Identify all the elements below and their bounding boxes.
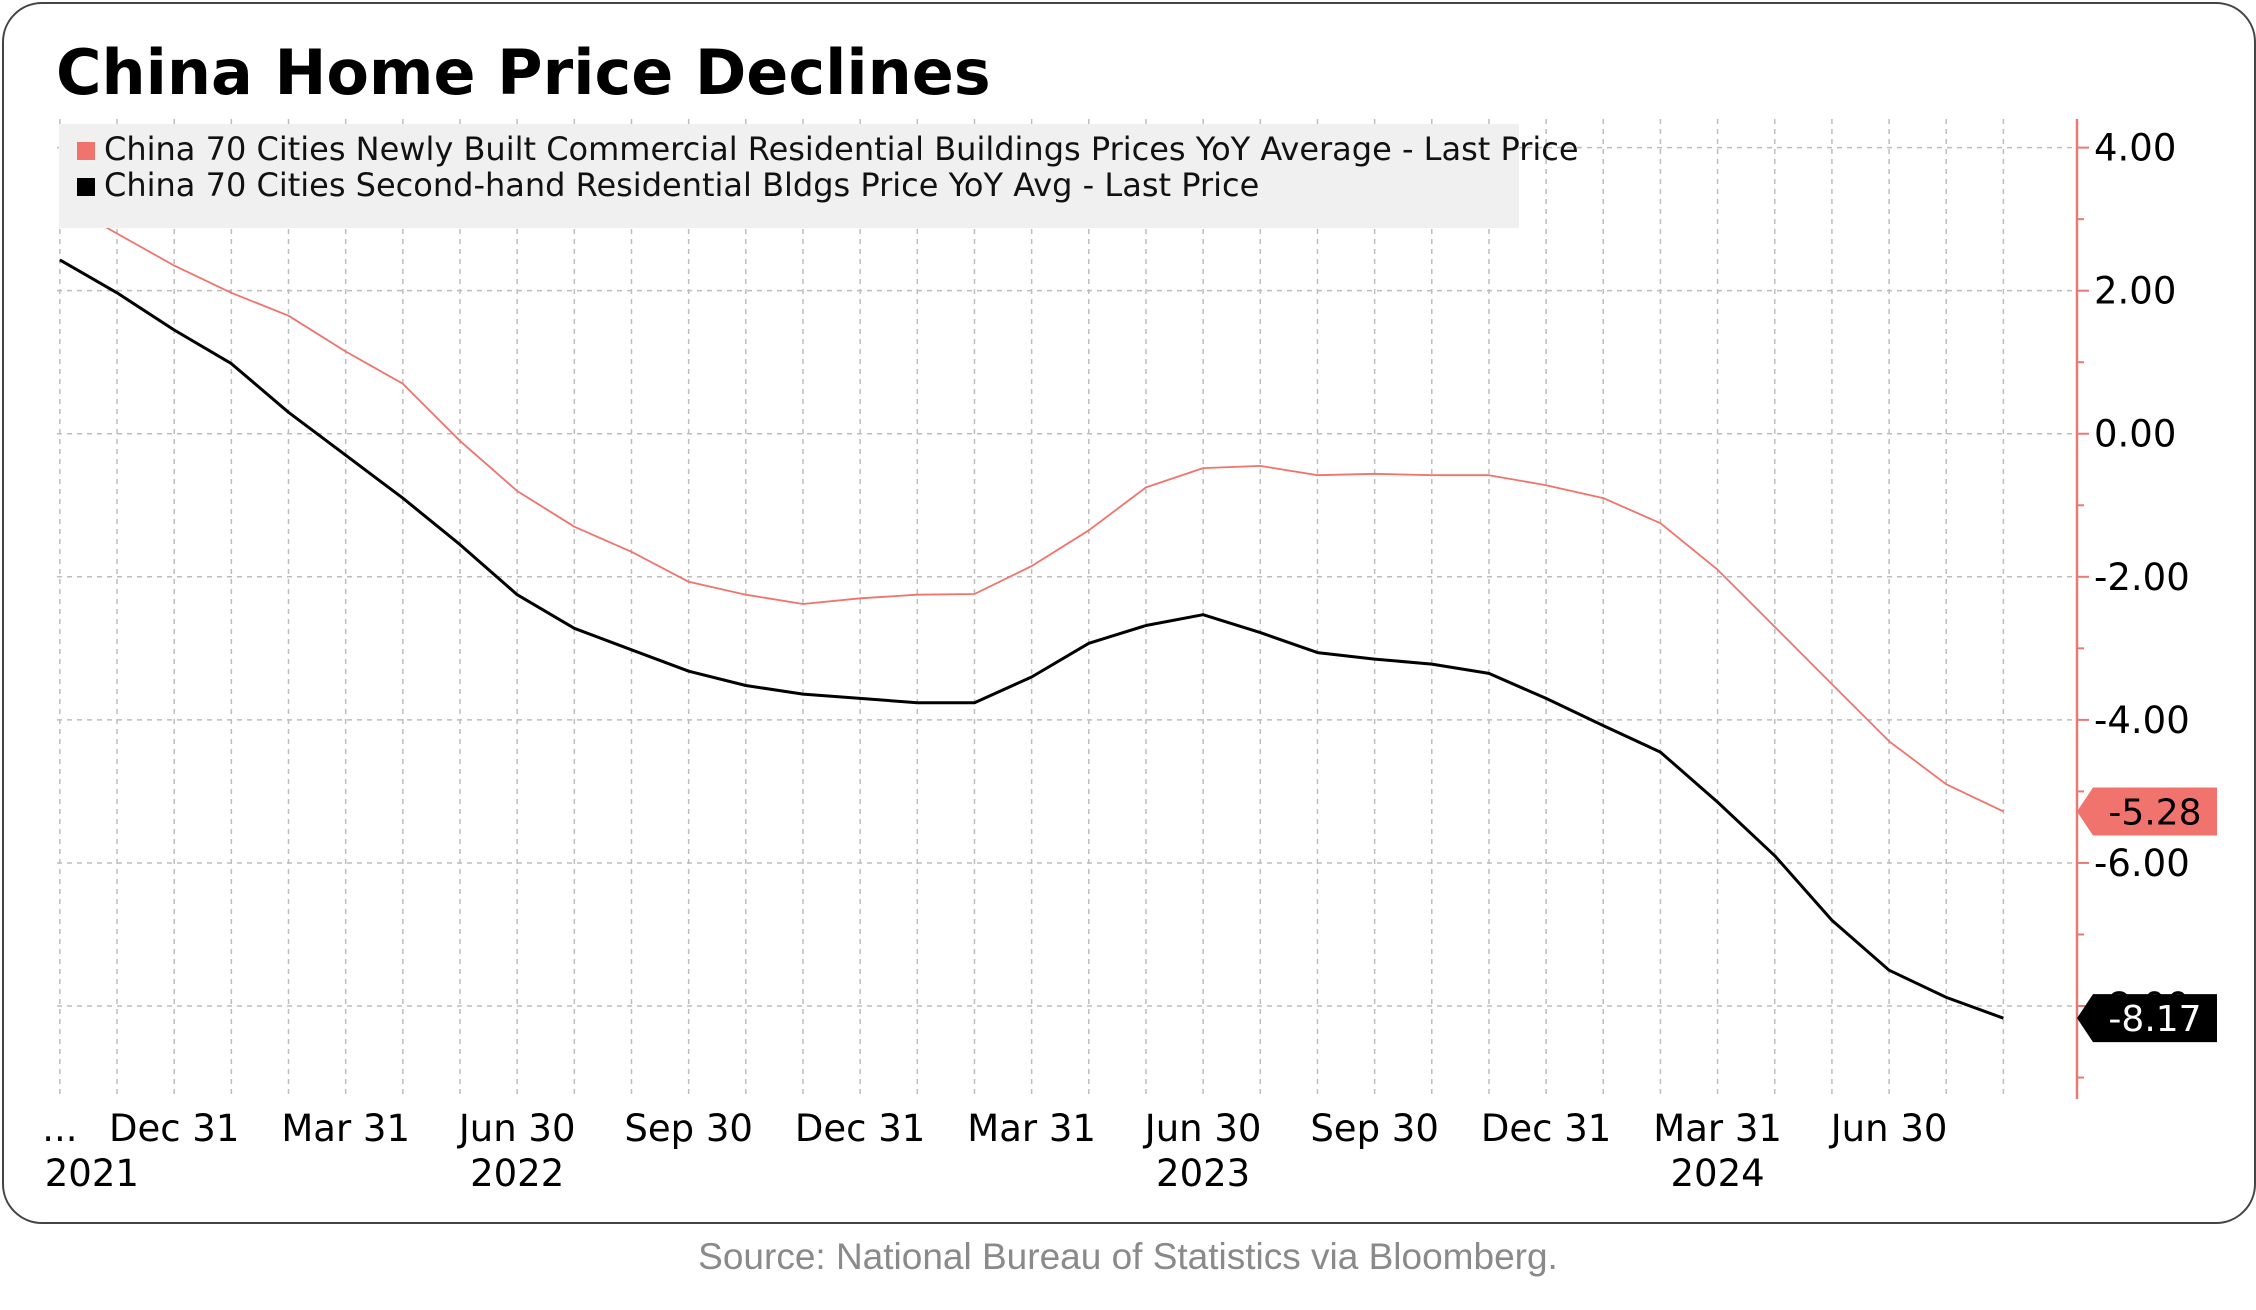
series-layer	[59, 200, 2004, 1020]
last-value-labels: -5.28 -8.17	[2077, 787, 2217, 1043]
y-tick-label: 0.00	[2094, 413, 2176, 456]
series-line-second-hand	[59, 258, 2004, 1020]
source-note: Source: National Bureau of Statistics vi…	[698, 1236, 1558, 1277]
last-value-badge	[2077, 994, 2217, 1043]
y-axis: 4.002.000.00-2.00-4.00-6.00-8.00	[2075, 119, 2190, 1099]
last-value-badge	[2077, 787, 2217, 836]
x-tick-label: Mar 31	[1653, 1107, 1782, 1150]
x-year-label: 2022	[470, 1152, 564, 1195]
x-tick-label: Dec 31	[109, 1107, 239, 1150]
x-tick-label: Jun 30	[457, 1107, 576, 1150]
x-tick-label: Sep 30	[1310, 1107, 1439, 1150]
y-tick-label: 2.00	[2094, 270, 2176, 313]
y-tick-label: -4.00	[2094, 699, 2190, 742]
x-year-label: 2023	[1156, 1152, 1250, 1195]
x-tick-label: ...	[42, 1107, 77, 1150]
x-year-label: 2024	[1671, 1152, 1765, 1195]
x-tick-label: Sep 30	[624, 1107, 753, 1150]
legend-swatch	[77, 142, 95, 160]
y-tick-label: -6.00	[2094, 842, 2190, 885]
chart-title: China Home Price Declines	[56, 36, 991, 109]
x-tick-label: Dec 31	[795, 1107, 925, 1150]
legend: China 70 Cities Newly Built Commercial R…	[59, 124, 1579, 228]
x-tick-label: Mar 31	[967, 1107, 1096, 1150]
legend-entry: China 70 Cities Newly Built Commercial R…	[104, 130, 1579, 168]
line-chart: China Home Price Declines 4.00 2.00 0.00 -2…	[42, 36, 2217, 1195]
last-value-label: -8.17	[2108, 999, 2201, 1040]
legend-entry: China 70 Cities Second-hand Residential …	[104, 166, 1259, 204]
grid-layer	[57, 119, 2077, 1099]
y-tick-label: 4.00	[2094, 127, 2176, 170]
x-tick-label: Mar 31	[281, 1107, 410, 1150]
x-tick-label: Jun 30	[1143, 1107, 1262, 1150]
legend-box	[59, 124, 1519, 228]
chart-card: China Home Price Declines 4.00 2.00 0.00 -2…	[2, 2, 2256, 1224]
x-tick-label: Jun 30	[1829, 1107, 1948, 1150]
x-year-label: 2021	[45, 1152, 139, 1195]
y-tick-label: -2.00	[2094, 556, 2190, 599]
x-tick-label: Dec 31	[1481, 1107, 1611, 1150]
last-value-label: -5.28	[2108, 792, 2201, 833]
series-line-newly-built	[59, 200, 2004, 813]
legend-swatch	[77, 178, 95, 196]
